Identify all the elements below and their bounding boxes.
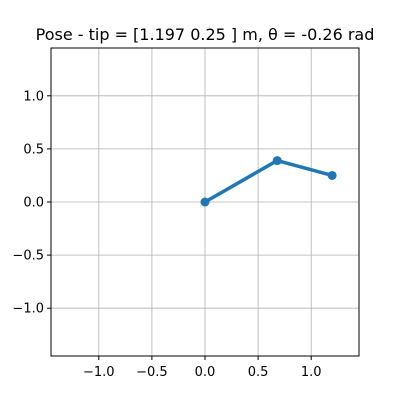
series-layer [200,156,337,207]
x-tick-label: −1.0 [83,365,115,380]
grid [51,48,359,356]
y-tick-label: −1.0 [12,302,44,317]
x-tick-label: 0.5 [248,365,269,380]
arm-link-line [203,158,334,204]
tick-layer: −1.0 −0.5 0.0 0.5 1.0 1.0 0.5 0.0 −0.5 −1.0 [12,89,321,380]
chart-title: Pose - tip = [1.197 0.25 ] m, θ = -0.26 … [36,25,375,44]
y-tick-label: 0.5 [23,142,44,157]
base-joint-point [200,197,210,207]
y-tick-label: 0.0 [23,196,44,211]
x-tick-label: 1.0 [301,365,322,380]
tip-point [327,170,337,180]
y-tick-label: 1.0 [23,89,44,104]
y-tick-label: −0.5 [12,249,44,264]
x-tick-label: 0.0 [195,365,216,380]
joint-point [272,156,282,166]
x-tick-label: −0.5 [136,365,168,380]
